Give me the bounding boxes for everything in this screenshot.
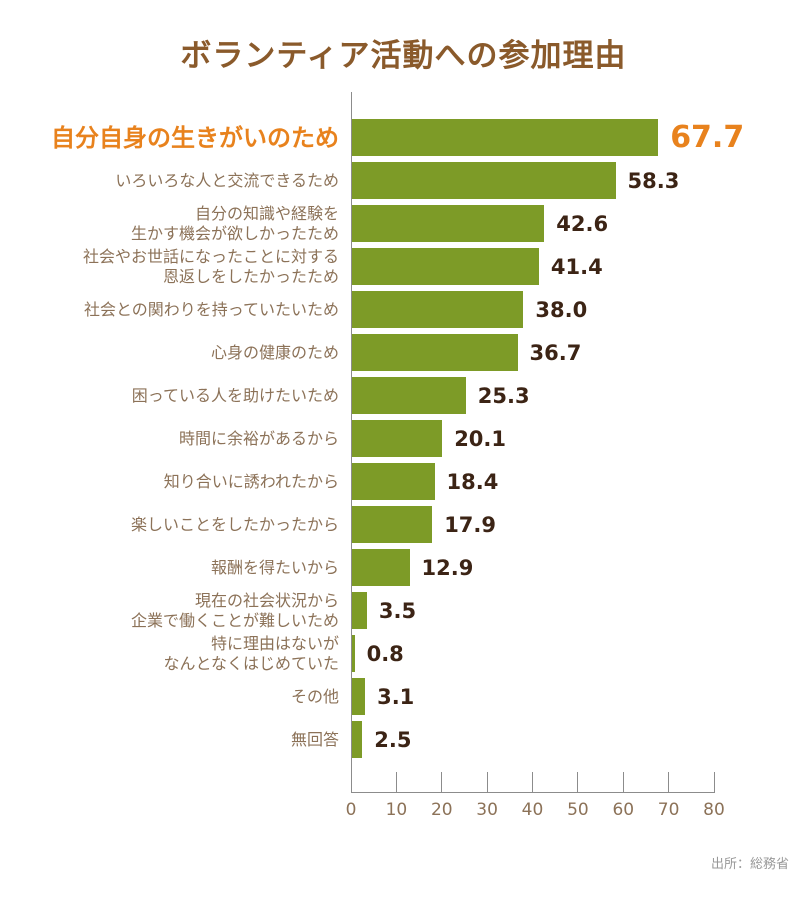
bar bbox=[351, 721, 363, 758]
category-label: 心身の健康のため bbox=[210, 342, 339, 362]
category-label: いろいろな人と交流できるため bbox=[115, 170, 339, 190]
bar-row: 自分自身の生きがいのため 67.7 bbox=[0, 116, 807, 159]
x-axis-tick bbox=[622, 772, 624, 792]
x-axis-tick bbox=[350, 772, 352, 792]
value-label: 41.4 bbox=[550, 254, 603, 279]
bar bbox=[351, 162, 616, 199]
bar bbox=[351, 506, 433, 543]
category-label: 報酬を得たいから bbox=[210, 557, 339, 577]
x-axis-tick-label: 10 bbox=[385, 800, 408, 820]
bar bbox=[351, 420, 443, 457]
value-label: 38.0 bbox=[535, 297, 588, 322]
x-axis-tick bbox=[486, 772, 488, 792]
value-label: 2.5 bbox=[374, 727, 412, 752]
category-label: 困っている人を助けたいため bbox=[131, 385, 339, 405]
bar bbox=[351, 119, 659, 156]
x-axis-tick bbox=[532, 772, 533, 792]
value-label: 12.9 bbox=[421, 555, 474, 580]
x-axis-tick-label: 70 bbox=[657, 800, 680, 820]
bar-row: 社会やお世話になったことに対する 恩返しをしたかったため 41.4 bbox=[0, 245, 807, 288]
bar-row: 知り合いに誘われたから 18.4 bbox=[0, 460, 807, 503]
bar-row: 自分の知識や経験を 生かす機会が欲しかったため 42.6 bbox=[0, 202, 807, 245]
category-label: 無回答 bbox=[290, 729, 339, 749]
x-axis-tick-label: 50 bbox=[567, 800, 589, 820]
bar bbox=[351, 549, 410, 586]
x-axis-tick-label: 60 bbox=[612, 800, 635, 820]
value-label: 58.3 bbox=[627, 168, 680, 193]
value-label: 18.4 bbox=[446, 469, 499, 494]
value-label: 3.1 bbox=[377, 684, 415, 709]
x-axis-tick bbox=[395, 772, 397, 792]
value-label: 20.1 bbox=[454, 426, 507, 451]
category-label: その他 bbox=[290, 686, 339, 706]
bar-row: 時間に余裕があるから 20.1 bbox=[0, 417, 807, 460]
bar bbox=[351, 248, 539, 285]
category-label: 社会との関わりを持っていたいため bbox=[83, 299, 339, 319]
bar bbox=[351, 377, 466, 414]
x-axis-tick bbox=[441, 772, 443, 792]
x-axis-tick bbox=[668, 772, 670, 792]
bar bbox=[351, 334, 518, 371]
category-label: 社会やお世話になったことに対する 恩返しをしたかったため bbox=[82, 246, 339, 286]
value-label: 17.9 bbox=[444, 512, 497, 537]
bar-row: 無回答 2.5 bbox=[0, 718, 807, 761]
category-label: 時間に余裕があるから bbox=[178, 428, 339, 448]
x-axis-line bbox=[351, 792, 715, 793]
bar-row: 心身の健康のため 36.7 bbox=[0, 331, 807, 374]
bar-row: その他 3.1 bbox=[0, 675, 807, 718]
bar-rows: 自分自身の生きがいのため 67.7 いろいろな人と交流できるため 58.3 自分の知識や… bbox=[0, 116, 807, 761]
y-axis-line bbox=[351, 92, 352, 792]
value-label: 0.8 bbox=[366, 641, 404, 666]
category-label: 自分の知識や経験を 生かす機会が欲しかったため bbox=[130, 203, 339, 243]
bar bbox=[351, 592, 367, 629]
bar bbox=[351, 635, 355, 672]
x-axis-tick bbox=[577, 772, 579, 792]
category-label: 知り合いに誘われたから bbox=[163, 471, 339, 491]
bar-row: 困っている人を助けたいため 25.3 bbox=[0, 374, 807, 417]
value-label: 67.7 bbox=[670, 120, 745, 155]
value-label: 25.3 bbox=[477, 383, 530, 408]
value-label: 36.7 bbox=[529, 340, 582, 365]
bar bbox=[351, 205, 545, 242]
category-label: 現在の社会状況から 企業で働くことが難しいため bbox=[130, 590, 339, 630]
value-label: 3.5 bbox=[378, 598, 417, 623]
category-label: 自分自身の生きがいのため bbox=[51, 123, 339, 152]
bar-row: 報酬を得たいから 12.9 bbox=[0, 546, 807, 589]
source-note: 出所：総務省 bbox=[710, 857, 789, 872]
category-label: 楽しいことをしたかったから bbox=[130, 514, 339, 534]
bar bbox=[351, 291, 524, 328]
bar-row: 楽しいことをしたかったから 17.9 bbox=[0, 503, 807, 546]
bar-row: 社会との関わりを持っていたいため 38.0 bbox=[0, 288, 807, 331]
chart-title: ボランティア活動への参加理由 bbox=[180, 38, 627, 74]
bar-row: いろいろな人と交流できるため 58.3 bbox=[0, 159, 807, 202]
bar bbox=[351, 463, 435, 500]
bar bbox=[351, 678, 366, 715]
x-axis-tick-label: 80 bbox=[703, 800, 725, 820]
x-axis-tick-label: 0 bbox=[345, 800, 357, 820]
x-axis-tick bbox=[713, 772, 715, 792]
x-axis-tick-label: 30 bbox=[476, 800, 498, 820]
value-label: 42.6 bbox=[556, 211, 609, 236]
x-axis-tick-label: 40 bbox=[521, 800, 544, 820]
category-label: 特に理由はないが なんとなくはじめていた bbox=[163, 633, 339, 673]
bar-row: 特に理由はないが なんとなくはじめていた 0.8 bbox=[0, 632, 807, 675]
bar-row: 現在の社会状況から 企業で働くことが難しいため 3.5 bbox=[0, 589, 807, 632]
x-axis-tick-label: 20 bbox=[430, 800, 453, 820]
